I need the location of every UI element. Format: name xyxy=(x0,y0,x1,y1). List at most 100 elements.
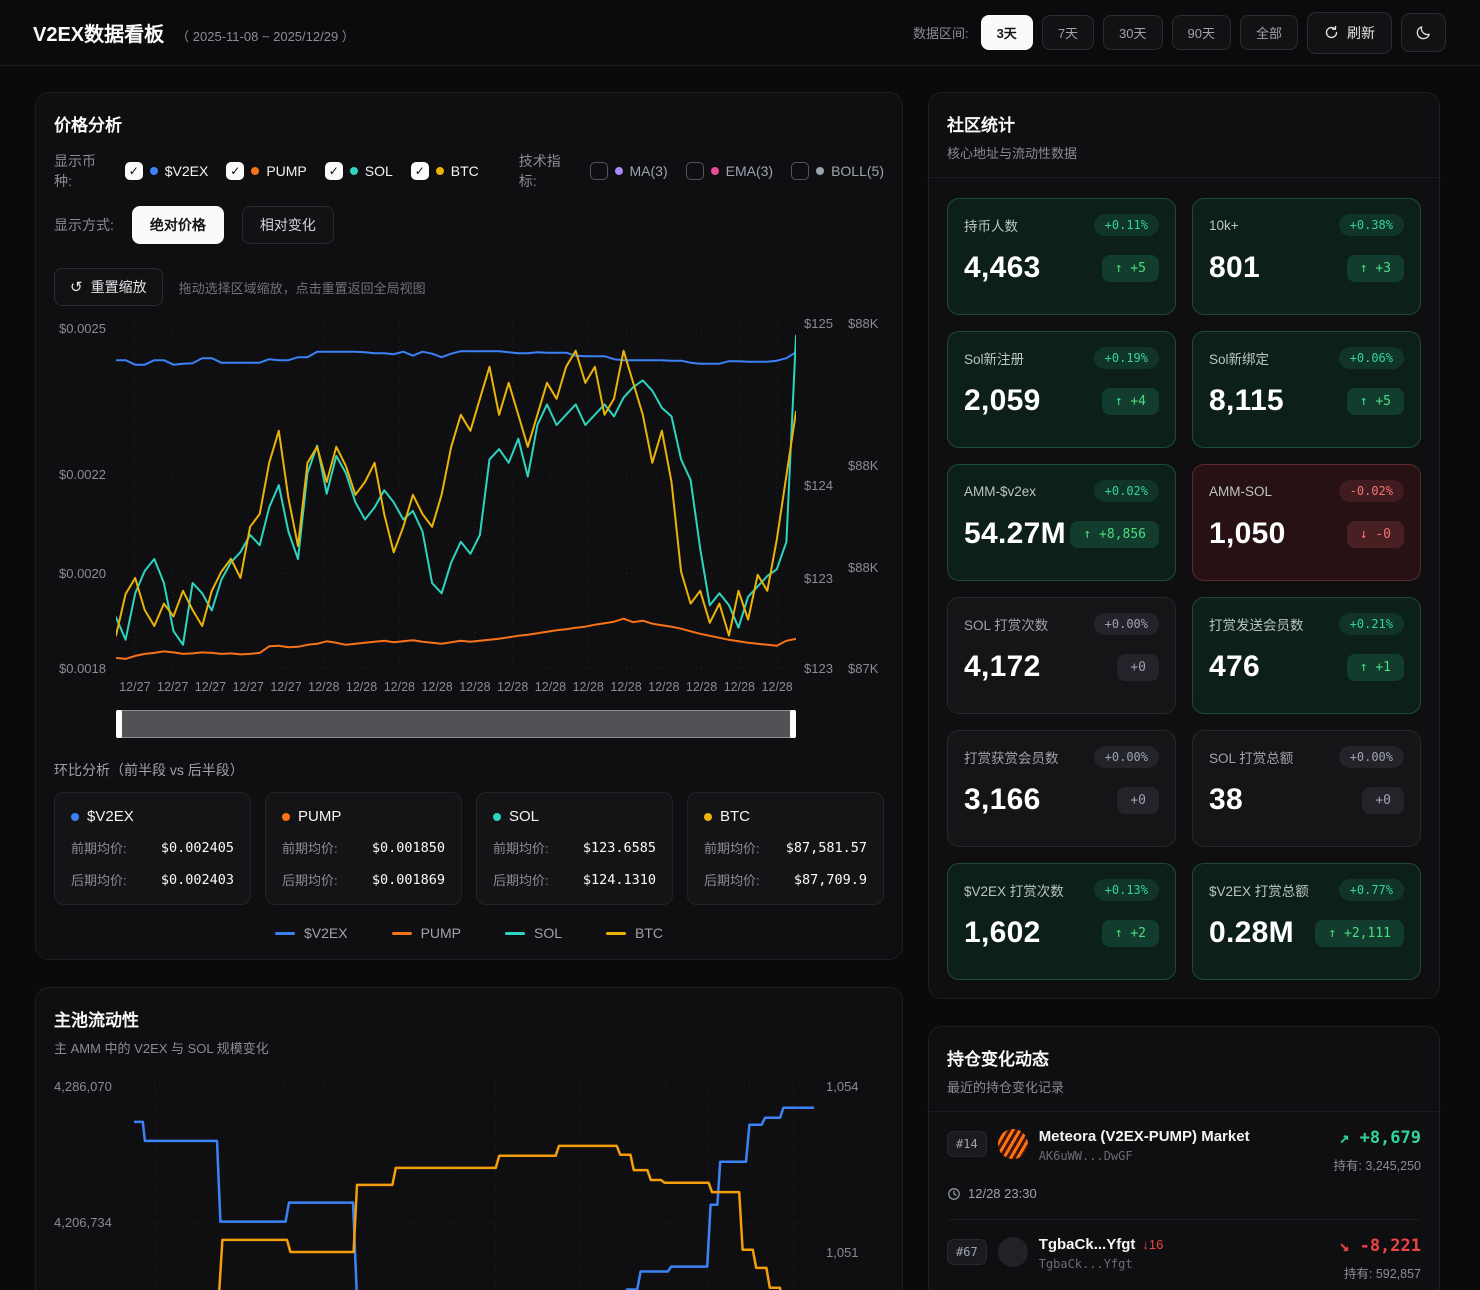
price-x-axis: 12/27 12/27 12/27 12/27 12/27 12/28 12/28 12/28… xyxy=(116,680,796,698)
indicator-checkbox-boll[interactable]: BOLL(5) xyxy=(791,162,884,180)
position-row-1: #14 Meteora (V2EX-PUMP) Market AK6uWW...… xyxy=(947,1112,1421,1220)
reset-zoom-label: 重置缩放 xyxy=(90,279,147,295)
stat-card-7: SOL 打赏次数 +0.00% 4,172 +0 xyxy=(947,597,1176,714)
theme-toggle-button[interactable] xyxy=(1401,13,1446,52)
stat-card-3: Sol新注册 +0.19% 2,059 ↑ +4 xyxy=(947,331,1176,448)
wallet-avatar xyxy=(997,1129,1028,1159)
y-axis-tick-label: $0.0022 xyxy=(59,467,106,483)
refresh-icon xyxy=(1325,25,1338,39)
price-chart: $0.0025 $0.0022 $0.0020 $0.0018 $125 $124 $12… xyxy=(54,316,884,742)
stat-label: 持币人数 xyxy=(964,219,1018,234)
coin-label: BTC xyxy=(450,163,479,179)
price-chart-plot[interactable] xyxy=(116,322,796,674)
header-controls: 数据区间: 3天 7天 30天 90天 全部 刷新 xyxy=(913,11,1446,54)
range-button-90d[interactable]: 90天 xyxy=(1171,15,1231,50)
price-y-axis-sol: $125 $124 $123 $123 xyxy=(804,316,844,676)
legend-label: SOL xyxy=(534,925,563,941)
checkbox-unchecked-icon[interactable] xyxy=(685,162,704,180)
y-axis-tick-label: $88K xyxy=(848,560,879,576)
compare-card-label: PUMP xyxy=(298,808,342,825)
stat-percent-badge: +0.19% xyxy=(1093,347,1159,369)
stat-value: 38 xyxy=(1209,783,1243,816)
coin-checkbox-pump[interactable]: ✓ PUMP xyxy=(226,162,307,180)
stat-card-11: $V2EX 打赏次数 +0.13% 1,602 ↑ +2 xyxy=(947,863,1176,980)
stat-delta-badge: ↑ +8,856 xyxy=(1070,520,1159,548)
coin-toggle-row: 显示币种: ✓ $V2EX ✓ PUMP ✓ SOL ✓ xyxy=(54,151,884,191)
coin-checkbox-v2ex[interactable]: ✓ $V2EX xyxy=(124,162,208,180)
moon-icon xyxy=(1416,26,1430,40)
y-axis-tick-label: $88K xyxy=(848,458,879,474)
y-axis-tick-label: $0.0025 xyxy=(59,321,106,337)
price-series-SOL xyxy=(116,334,796,646)
stat-label: Sol新注册 xyxy=(964,352,1025,367)
x-axis-tick-label: 12/28 xyxy=(308,680,340,694)
range-button-7d[interactable]: 7天 xyxy=(1041,15,1095,50)
checkbox-unchecked-icon[interactable] xyxy=(589,162,608,180)
stat-value: 4,172 xyxy=(964,650,1041,683)
rank-badge: #67 xyxy=(947,1239,987,1265)
mode-button-absolute[interactable]: 绝对价格 xyxy=(131,206,224,244)
stat-delta-badge: ↑ +4 xyxy=(1101,387,1159,415)
mode-button-relative[interactable]: 相对变化 xyxy=(241,206,334,244)
pre-avg-value: $0.001850 xyxy=(371,839,445,856)
stat-percent-badge: -0.02% xyxy=(1338,480,1404,502)
indicator-label: MA(3) xyxy=(629,163,668,179)
coin-checkbox-sol[interactable]: ✓ SOL xyxy=(324,162,393,180)
liquidity-chart-plot[interactable] xyxy=(134,1075,814,1290)
checkbox-unchecked-icon[interactable] xyxy=(791,162,810,180)
indicator-checkbox-ma[interactable]: MA(3) xyxy=(589,162,668,180)
reset-zoom-button[interactable]: ↺ 重置缩放 xyxy=(54,268,163,306)
checkbox-checked-icon[interactable]: ✓ xyxy=(226,162,245,180)
x-axis-tick-label: 12/28 xyxy=(723,680,755,694)
post-avg-value: $87,709.9 xyxy=(793,871,867,888)
stat-percent-badge: +0.06% xyxy=(1338,347,1404,369)
zoom-hint-text: 拖动选择区域缩放，点击重置返回全局视图 xyxy=(178,280,426,296)
range-button-all[interactable]: 全部 xyxy=(1239,15,1298,50)
liquidity-panel-title: 主池流动性 xyxy=(54,1011,139,1030)
compare-cards: $V2EX 前期均价: $0.002405 后期均价: $0.002403 PUMP… xyxy=(54,792,884,905)
indicator-checkbox-ema[interactable]: EMA(3) xyxy=(685,162,773,180)
divider xyxy=(927,1111,1441,1112)
x-axis-tick-label: 12/28 xyxy=(534,680,567,694)
x-axis-tick-label: 12/28 xyxy=(648,680,680,694)
series-color-dot xyxy=(149,167,158,175)
refresh-button[interactable]: 刷新 xyxy=(1307,11,1392,54)
coin-checkbox-btc[interactable]: ✓ BTC xyxy=(410,162,479,180)
price-series-PUMP xyxy=(116,617,796,660)
y-axis-tick-label: $87K xyxy=(848,660,879,676)
post-avg-label: 后期均价: xyxy=(493,873,549,888)
pre-avg-label: 前期均价: xyxy=(704,841,760,856)
stat-value: 1,602 xyxy=(964,916,1041,949)
checkbox-checked-icon[interactable]: ✓ xyxy=(410,162,429,180)
x-axis-tick-label: 12/28 xyxy=(383,680,415,694)
range-button-3d[interactable]: 3天 xyxy=(980,15,1033,50)
pre-avg-label: 前期均价: xyxy=(493,841,549,856)
legend-item-v2ex: $V2EX xyxy=(274,925,348,941)
trend-down-icon: ↘ xyxy=(1339,1236,1350,1256)
range-button-30d[interactable]: 30天 xyxy=(1103,15,1163,50)
post-avg-label: 后期均价: xyxy=(704,873,760,888)
legend-item-pump: PUMP xyxy=(391,925,461,941)
stat-label: 打赏获赏会员数 xyxy=(964,751,1059,766)
brush-handle-right[interactable] xyxy=(790,710,796,738)
header: V2EX数据看板 （ 2025-11-08 ~ 2025/12/29 ） 数据区… xyxy=(0,0,1480,66)
brush-handle-left[interactable] xyxy=(116,710,122,738)
holding-value: 592,857 xyxy=(1375,1267,1421,1281)
checkbox-checked-icon[interactable]: ✓ xyxy=(324,162,343,180)
zoom-brush[interactable] xyxy=(116,710,796,738)
y-axis-tick-label: 4,206,734 xyxy=(54,1214,112,1230)
stat-label: 10k+ xyxy=(1209,217,1239,233)
stat-value: 4,463 xyxy=(964,251,1041,284)
position-row-2: #67 TgbaCk...Yfgt ↓16 TgbaCk...Yfgt ↘ -8,… xyxy=(947,1220,1421,1290)
y-axis-tick-label: $123 xyxy=(804,570,833,586)
stat-value: 54.27M xyxy=(964,517,1066,550)
stat-label: AMM-$v2ex xyxy=(964,483,1037,499)
stat-percent-badge: +0.11% xyxy=(1093,214,1159,236)
main-content: 价格分析 显示币种: ✓ $V2EX ✓ PUMP ✓ SOL xyxy=(0,66,1480,1290)
stat-delta-badge: ↑ +2 xyxy=(1101,919,1159,947)
checkbox-checked-icon[interactable]: ✓ xyxy=(124,162,143,180)
series-color-dot xyxy=(435,167,444,175)
price-y-axis-btc: $88K $88K $88K $87K xyxy=(848,316,890,676)
wallet-name: TgbaCk...Yfgt ↓16 xyxy=(1039,1236,1164,1253)
